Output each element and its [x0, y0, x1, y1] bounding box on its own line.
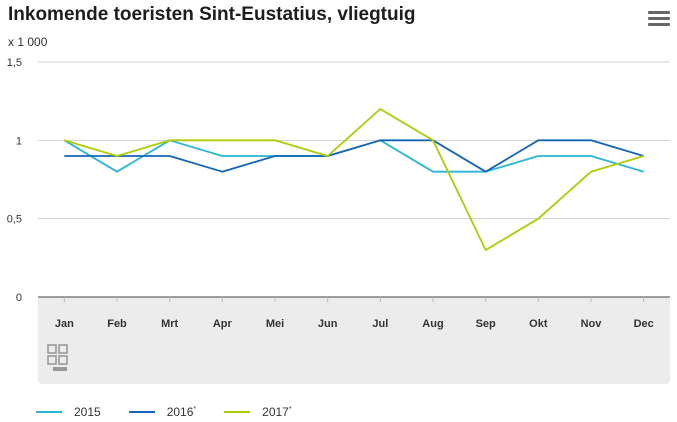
y-tick-label: 0 — [16, 292, 22, 304]
x-tick-label: Nov — [581, 318, 603, 330]
cbs-logo-icon — [47, 344, 68, 371]
legend-item-2015[interactable]: 2015 — [36, 405, 101, 419]
x-tick-label: Jan — [55, 318, 74, 330]
x-tick-label: Feb — [107, 318, 127, 330]
series-line-2016[interactable] — [64, 139, 644, 173]
y-tick-label: 1 — [16, 135, 22, 147]
x-axis-band — [38, 297, 670, 384]
x-tick-label: Mrt — [161, 318, 178, 330]
y-tick-label: 1,5 — [7, 57, 22, 69]
legend-label: 2016* — [166, 405, 197, 419]
legend-item-2017[interactable]: 2017* — [224, 405, 292, 419]
y-tick-labels: 0 0,5 1 1,5 — [7, 57, 22, 304]
line-chart: 0 0,5 1 1,5 Jan Feb Mrt Apr Mei Jun Jul Aug Sep Okt N… — [7, 57, 670, 384]
x-tick-label: Mei — [266, 318, 284, 330]
legend: 2015 2016* 2017* — [36, 402, 320, 422]
legend-swatch — [128, 411, 155, 413]
x-tick-label: Sep — [476, 318, 496, 330]
y-tick-label: 0,5 — [7, 214, 22, 226]
chart-title: Inkomende toeristen Sint-Eustatius, vlie… — [8, 4, 416, 25]
x-tick-label: Jun — [318, 318, 338, 330]
y-axis-unit-label: x 1 000 — [8, 35, 48, 49]
legend-swatch — [224, 411, 251, 413]
x-tick-labels: Jan Feb Mrt Apr Mei Jun Jul Aug Sep Okt Nov Dec — [55, 297, 654, 330]
x-tick-label: Apr — [213, 318, 233, 330]
legend-label: 2015 — [74, 405, 101, 419]
x-tick-label: Okt — [529, 318, 548, 330]
legend-item-2016[interactable]: 2016* — [128, 405, 197, 419]
provisional-marker: * — [288, 406, 292, 413]
legend-label: 2017* — [262, 405, 292, 419]
series-line-2017[interactable] — [64, 108, 644, 251]
legend-swatch — [36, 411, 62, 413]
provisional-marker: * — [193, 406, 197, 413]
gridlines — [38, 61, 670, 298]
x-tick-label: Dec — [634, 318, 654, 330]
x-tick-label: Aug — [422, 318, 443, 330]
series-lines — [63, 108, 644, 251]
x-tick-label: Jul — [372, 318, 388, 330]
hamburger-menu-icon[interactable] — [646, 8, 672, 30]
